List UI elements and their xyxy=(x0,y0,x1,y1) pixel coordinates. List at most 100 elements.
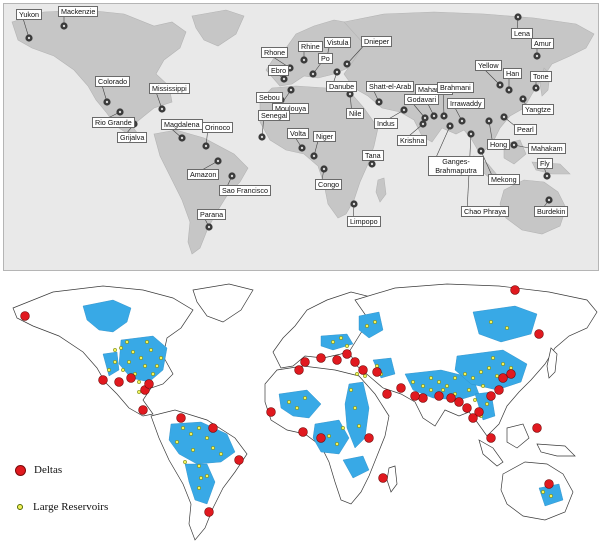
delta-marker-center-krishna xyxy=(421,122,425,126)
reservoir-marker xyxy=(489,320,493,324)
reservoir-marker xyxy=(485,402,489,406)
delta-marker xyxy=(534,329,544,339)
river-label-mackenzie: Mackenzie xyxy=(58,6,99,17)
delta-marker-center-mahakam xyxy=(512,143,516,147)
delta-marker-center-senegal xyxy=(260,135,264,139)
delta-marker-center-mackenzie xyxy=(62,24,66,28)
reservoir-marker xyxy=(119,346,123,350)
delta-marker xyxy=(532,423,542,433)
reservoir-marker xyxy=(505,326,509,330)
delta-marker-center-orinoco xyxy=(204,144,208,148)
reservoir-marker xyxy=(131,350,135,354)
reservoir-marker xyxy=(429,388,433,392)
bm-new-guinea xyxy=(536,443,576,457)
delta-marker xyxy=(396,383,406,393)
reservoir-marker xyxy=(445,384,449,388)
reservoir-marker xyxy=(145,340,149,344)
river-label-tana: Tana xyxy=(362,150,384,161)
delta-marker-center-shatt-el-arab xyxy=(377,100,381,104)
delta-marker-center-pearl xyxy=(502,115,506,119)
reservoir-marker xyxy=(453,376,457,380)
delta-marker-center-danube xyxy=(335,70,339,74)
delta-marker xyxy=(544,479,554,489)
reservoir-marker xyxy=(211,446,215,450)
reservoir-marker xyxy=(107,368,111,372)
delta-marker-center-yukon xyxy=(27,36,31,40)
delta-marker-center-fly xyxy=(545,174,549,178)
legend-deltas: Deltas xyxy=(15,464,62,476)
deltas-reservoirs-map: Deltas Large Reservoirs xyxy=(3,278,599,544)
delta-marker-center-hong xyxy=(487,119,491,123)
river-label-yangtze: Yangtze xyxy=(522,104,554,115)
reservoir-marker xyxy=(373,320,377,324)
river-label-yellow: Yellow xyxy=(475,60,502,71)
river-label-sao-francisco: Sao Francisco xyxy=(219,185,271,196)
delta-marker xyxy=(316,433,326,443)
bm-greenland xyxy=(192,283,254,323)
reservoir-marker xyxy=(349,388,353,392)
river-label-mississippi: Mississippi xyxy=(149,83,190,94)
reservoir-marker xyxy=(345,344,349,348)
reservoir-marker xyxy=(479,370,483,374)
delta-marker xyxy=(510,285,520,295)
river-label-congo: Congo xyxy=(315,179,343,190)
reservoir-marker xyxy=(481,384,485,388)
basin-siberia xyxy=(472,305,538,343)
reservoir-marker xyxy=(327,434,331,438)
delta-marker-center-limpopo xyxy=(352,202,356,206)
delta-marker xyxy=(98,375,108,385)
reservoir-marker xyxy=(205,436,209,440)
delta-marker-center-lena xyxy=(516,15,520,19)
delta-marker xyxy=(208,423,218,433)
delta-marker xyxy=(358,365,368,375)
reservoir-marker xyxy=(139,356,143,360)
delta-marker-center-nile xyxy=(348,92,352,96)
delta-marker xyxy=(486,433,496,443)
delta-marker-center-tana xyxy=(370,162,374,166)
delta-marker xyxy=(468,413,478,423)
basin-colorado xyxy=(102,351,120,377)
delta-marker-center-ebro xyxy=(282,77,286,81)
reservoir-marker xyxy=(137,390,141,394)
delta-marker-center-colorado xyxy=(105,100,109,104)
reservoir-marker xyxy=(487,366,491,370)
reservoir-marker xyxy=(549,494,553,498)
delta-marker-center-parana xyxy=(207,225,211,229)
bm-borneo xyxy=(506,423,530,449)
reservoir-marker xyxy=(339,336,343,340)
delta-marker-center-dnieper xyxy=(345,62,349,66)
delta-marker xyxy=(372,367,382,377)
delta-marker-center-sao-francisco xyxy=(230,174,234,178)
delta-marker xyxy=(494,385,504,395)
reservoir-marker xyxy=(331,340,335,344)
reservoir-marker xyxy=(303,396,307,400)
reservoir-marker xyxy=(205,474,209,478)
river-delta-reference-map: Yukon Mackenzie Colorado Mississippi Rio Gra… xyxy=(3,3,599,271)
delta-marker-center-godavari xyxy=(423,116,427,120)
bm-japan xyxy=(546,347,558,379)
reservoir-marker xyxy=(353,406,357,410)
reservoir-marker xyxy=(125,340,129,344)
delta-marker xyxy=(474,407,484,417)
delta-marker-center-ganges-brahmaputra xyxy=(448,124,452,128)
delta-marker xyxy=(298,427,308,437)
river-label-po: Po xyxy=(318,53,333,64)
reservoir-marker xyxy=(113,360,117,364)
basin-china xyxy=(454,349,528,391)
river-label-chao-phraya: Chao Phraya xyxy=(461,206,509,217)
reservoir-marker xyxy=(189,432,193,436)
river-label-sebou: Sebou xyxy=(256,92,283,103)
reservoir-marker xyxy=(375,364,379,368)
reservoir-marker xyxy=(421,384,425,388)
river-label-danube: Danube xyxy=(326,81,358,92)
delta-legend-icon xyxy=(15,464,26,476)
delta-marker xyxy=(382,389,392,399)
river-label-han: Han xyxy=(503,68,523,79)
river-label-indus: Indus xyxy=(374,118,398,129)
reservoir-marker xyxy=(143,364,147,368)
delta-marker-center-mahanadi xyxy=(432,114,436,118)
river-label-yukon: Yukon xyxy=(16,9,42,20)
delta-marker xyxy=(234,455,244,465)
delta-marker xyxy=(294,365,304,375)
reservoir-marker xyxy=(471,376,475,380)
